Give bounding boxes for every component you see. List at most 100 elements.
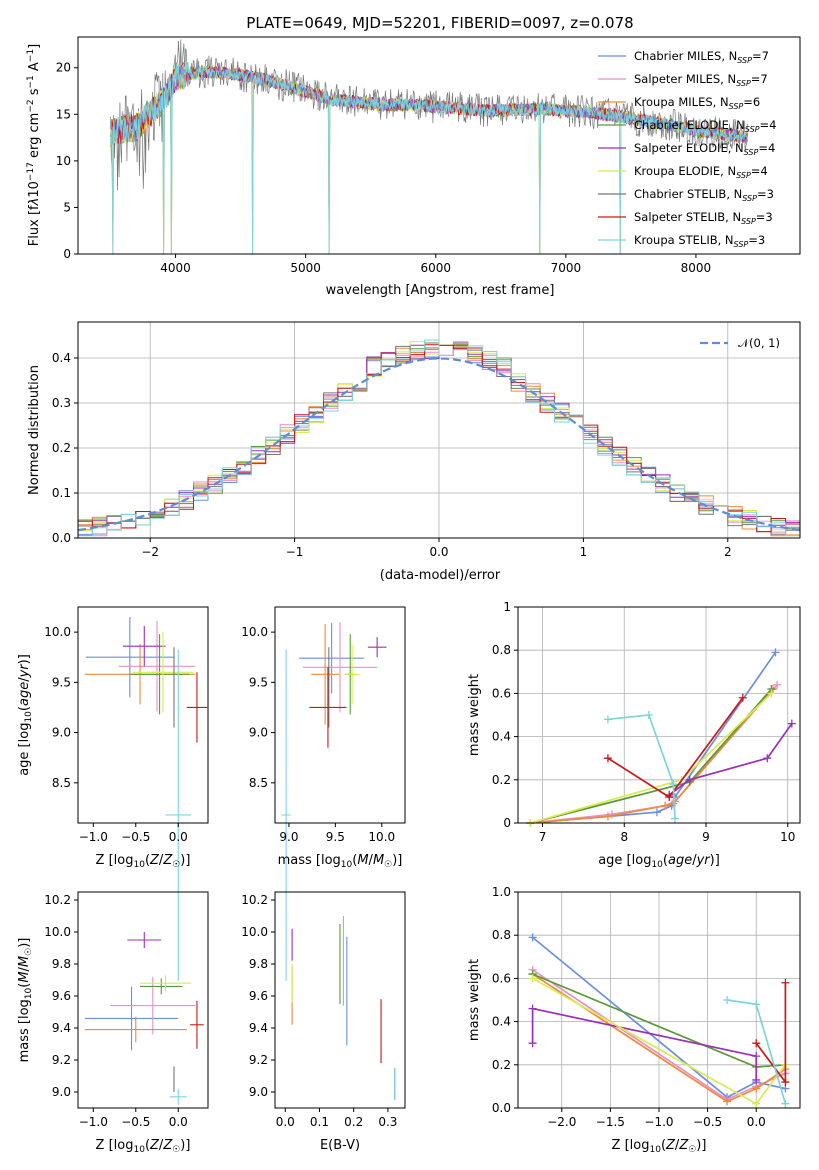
spectrum-line bbox=[110, 62, 748, 255]
x-tick-label: 1 bbox=[580, 545, 588, 559]
x-tick-label: 0.0 bbox=[429, 545, 448, 559]
data-point-marker bbox=[669, 780, 678, 789]
y-tick-label: 9.6 bbox=[52, 989, 71, 1003]
x-tick-label: 7000 bbox=[551, 261, 582, 275]
y-tick-label: 9.6 bbox=[249, 989, 268, 1003]
y-tick-label: 8.5 bbox=[52, 776, 71, 790]
data-point-marker bbox=[763, 754, 772, 763]
spectrum-panel: 4000 5000 6000 7000 8000 0 5 10 15 20 wavelength … bbox=[26, 36, 801, 298]
x-tick-label: 5000 bbox=[290, 261, 321, 275]
y-tick-label: 10.0 bbox=[44, 925, 71, 939]
y-tick-label: 10.0 bbox=[241, 625, 268, 639]
y-tick-label: 0.6 bbox=[492, 686, 511, 700]
y-tick-label: 10.2 bbox=[44, 893, 71, 907]
x-tick-label: −2.0 bbox=[547, 1115, 576, 1129]
residuals-panel: −2 −1 0.0 1 2 0.0 0.1 0.2 0.3 0.4 (data-model)/er… bbox=[27, 321, 801, 583]
data-point-marker bbox=[685, 775, 694, 784]
data-point-marker bbox=[603, 812, 612, 821]
x-tick-label: −0.5 bbox=[121, 1115, 150, 1129]
legend-entry: 𝒩(0, 1) bbox=[738, 336, 780, 350]
mass-weight-series bbox=[532, 969, 786, 1101]
mass-weight-series bbox=[530, 692, 772, 824]
y-tick-label: 9.5 bbox=[249, 675, 268, 689]
x-tick-label: 0.3 bbox=[378, 1115, 397, 1129]
mass-weight-series bbox=[530, 651, 777, 824]
data-point-marker bbox=[752, 1084, 761, 1093]
y-tick-label: 0.0 bbox=[52, 531, 71, 545]
data-point-marker bbox=[781, 1099, 790, 1108]
x-tick-label: 0.0 bbox=[747, 1115, 766, 1129]
data-point-marker bbox=[661, 801, 670, 810]
legend-entry: Kroupa ELODIE, NSSP=4 bbox=[634, 164, 768, 180]
ageM-xlabel: mass [log10(M/M☉)] bbox=[278, 853, 403, 870]
y-tick-label: 9.5 bbox=[52, 675, 71, 689]
mass-weight-series bbox=[607, 714, 676, 819]
massE-xlabel: E(B-V) bbox=[320, 1138, 360, 1153]
x-tick-label: 0.0 bbox=[169, 830, 188, 844]
x-tick-label: −1.5 bbox=[596, 1115, 625, 1129]
y-tick-label: 9.0 bbox=[249, 726, 268, 740]
y-tick-label: 9.8 bbox=[249, 957, 268, 971]
data-point-marker bbox=[738, 693, 747, 702]
legend-entry: Chabrier STELIB, NSSP=3 bbox=[634, 187, 774, 203]
data-point-marker bbox=[644, 711, 653, 719]
massZ-ylabel: mass [log10(M/M☉)] bbox=[17, 938, 34, 1063]
y-tick-label: 10 bbox=[56, 154, 71, 168]
y-tick-label: 20 bbox=[56, 61, 71, 75]
spectrum-line bbox=[110, 60, 748, 255]
legend-entry: Chabrier MILES, NSSP=7 bbox=[634, 49, 769, 65]
y-tick-label: 9.0 bbox=[52, 726, 71, 740]
y-tick-label: 0 bbox=[503, 816, 511, 830]
age-vs-metallicity-panel: −1.0 −0.5 0.0 8.5 9.0 9.5 10.0 Z [log10(Z/Z☉)]… bbox=[17, 606, 209, 981]
x-tick-label: 9.5 bbox=[326, 830, 345, 844]
data-point-marker bbox=[723, 1097, 732, 1106]
y-tick-label: 1.0 bbox=[492, 885, 511, 899]
mass-vs-metallicity-panel: −1.0 −0.5 0.0 9.0 9.2 9.4 9.6 9.8 10.0 10.2 Z [lo… bbox=[17, 891, 209, 1155]
y-tick-label: 9.4 bbox=[249, 1021, 268, 1035]
residuals-xlabel: (data-model)/error bbox=[380, 568, 501, 583]
y-tick-label: 9.8 bbox=[52, 957, 71, 971]
y-tick-label: 0.1 bbox=[52, 486, 71, 500]
figure-title: PLATE=0649, MJD=52201, FIBERID=0097, z=0… bbox=[246, 14, 633, 32]
x-tick-label: 7 bbox=[539, 830, 547, 844]
mwAge-ylabel: mass weight bbox=[467, 674, 482, 756]
y-tick-label: 0.2 bbox=[52, 441, 71, 455]
legend-entry: Kroupa MILES, NSSP=6 bbox=[634, 95, 760, 111]
y-tick-label: 9.0 bbox=[249, 1085, 268, 1099]
x-tick-label: 10.0 bbox=[368, 830, 395, 844]
y-tick-label: 0.3 bbox=[52, 396, 71, 410]
legend-entry: Kroupa STELIB, NSSP=3 bbox=[634, 233, 765, 249]
data-point-marker bbox=[665, 793, 674, 802]
data-point-marker bbox=[652, 808, 661, 817]
data-point-marker bbox=[771, 648, 780, 657]
data-point-marker bbox=[781, 1078, 790, 1087]
mass-weight-series bbox=[531, 1007, 758, 1080]
mass-weight-series bbox=[668, 723, 793, 796]
y-tick-label: 0.4 bbox=[492, 1015, 511, 1029]
data-point-marker bbox=[528, 1039, 537, 1048]
x-tick-label: −0.5 bbox=[121, 830, 150, 844]
ageZ-xlabel: Z [log10(Z/Z☉)] bbox=[96, 853, 191, 870]
y-tick-label: 9.0 bbox=[52, 1085, 71, 1099]
x-tick-label: 10 bbox=[780, 830, 795, 844]
data-point-marker bbox=[781, 978, 790, 987]
data-point-marker bbox=[723, 996, 732, 1004]
y-tick-label: 0.2 bbox=[492, 1058, 511, 1072]
y-tick-label: 0.8 bbox=[492, 928, 511, 942]
y-tick-label: 5 bbox=[63, 200, 71, 214]
x-tick-label: −0.5 bbox=[693, 1115, 722, 1129]
normal-reference-curve bbox=[77, 357, 801, 532]
histogram-series bbox=[78, 339, 800, 537]
y-tick-label: 9.4 bbox=[52, 1021, 71, 1035]
x-tick-label: −1 bbox=[286, 545, 304, 559]
age-vs-mass-panel: 9.0 9.5 10.0 8.5 9.0 9.5 10.0 mass [log10(M/M☉… bbox=[241, 606, 406, 981]
data-point-marker bbox=[528, 974, 537, 983]
residuals-ylabel: Normed distribution bbox=[27, 365, 42, 495]
spectrum-line bbox=[110, 60, 748, 255]
x-tick-label: 4000 bbox=[160, 261, 191, 275]
spectrum-line bbox=[110, 39, 748, 255]
massweight-vs-metallicity-panel: −2.0 −1.5 −1.0 −0.5 0.0 0.0 0.2 0.4 0.6 0.8 1.0 Z … bbox=[467, 885, 801, 1155]
y-tick-label: 10.0 bbox=[241, 925, 268, 939]
